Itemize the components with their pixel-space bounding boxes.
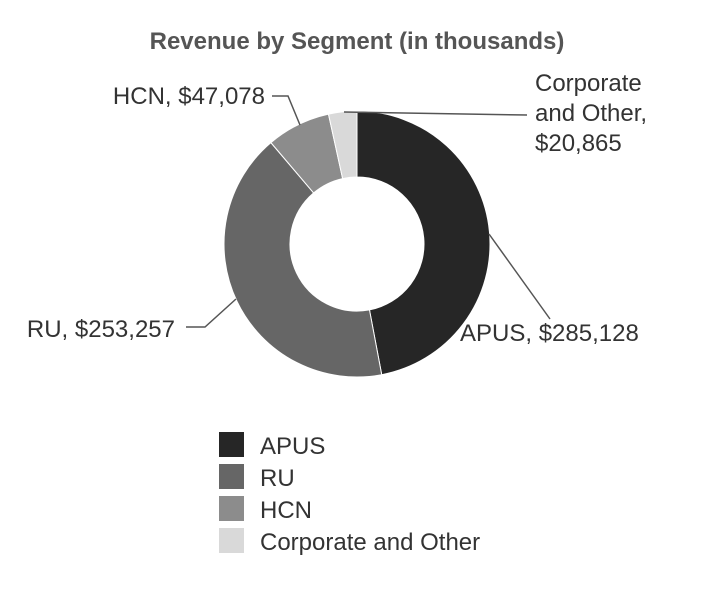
leader-line-apus (488, 233, 551, 320)
slice-ru (223, 141, 383, 378)
data-label-corporate-and-other-line-3: $20,865 (535, 130, 622, 157)
legend-swatch-corporate-and-other (219, 528, 244, 553)
label-leader-lines (186, 95, 551, 328)
legend-swatch-apus (219, 432, 244, 457)
legend-label-apus: APUS (260, 433, 325, 460)
legend-label-hcn: HCN (260, 497, 312, 524)
data-label-ru: RU, $253,257 (27, 316, 175, 343)
data-label-corporate-and-other-line-2: and Other, (535, 100, 647, 127)
legend: APUS RU HCN Corporate and Other (219, 432, 480, 556)
donut-slices (223, 110, 491, 378)
legend-swatch-ru (219, 464, 244, 489)
slice-corporate-and-other (327, 110, 358, 180)
legend-label-ru: RU (260, 465, 295, 492)
leader-line-ru (186, 298, 237, 328)
legend-swatch-hcn (219, 496, 244, 521)
leader-line-hcn (272, 95, 301, 126)
data-label-hcn: HCN, $47,078 (113, 83, 265, 110)
leader-line-corporate-and-other (343, 111, 528, 116)
data-label-corporate-and-other-line-1: Corporate (535, 70, 642, 97)
legend-label-corporate-and-other: Corporate and Other (260, 529, 480, 556)
data-label-apus: APUS, $285,128 (460, 320, 639, 347)
slice-apus (356, 110, 491, 376)
data-labels: APUS, $285,128 RU, $253,257 HCN, $47,078 Co… (27, 70, 647, 347)
chart-title: Revenue by Segment (in thousands) (150, 28, 565, 55)
